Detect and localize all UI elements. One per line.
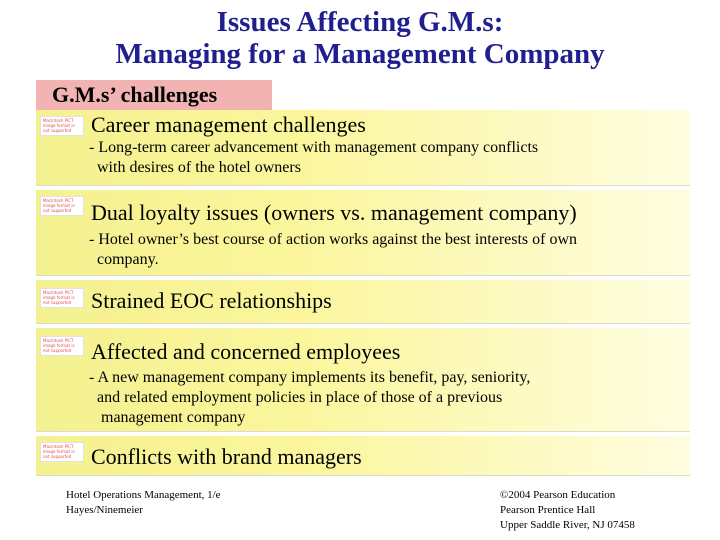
- detail-line: and related employment policies in place…: [89, 389, 503, 406]
- challenge-card-brand: Macintosh PICT image format is not suppo…: [36, 436, 690, 476]
- detail-line: - Long-term career advancement with mana…: [89, 139, 539, 156]
- footer-publisher: Pearson Prentice Hall: [500, 504, 596, 516]
- detail-line: with desires of the hotel owners: [89, 159, 301, 176]
- unsupported-image-icon: Macintosh PICT image format is not suppo…: [40, 288, 84, 308]
- challenge-heading: Strained EOC relationships: [91, 288, 332, 313]
- footer-copyright-line: ©2004 Pearson Education: [500, 489, 616, 501]
- footer-address: Upper Saddle River, NJ 07458: [500, 519, 635, 531]
- challenge-heading: Affected and concerned employees: [91, 339, 401, 364]
- detail-line: - Hotel owner’s best course of action wo…: [89, 231, 578, 248]
- footer-citation: Hotel Operations Management, 1/e Hayes/N…: [66, 488, 221, 518]
- challenge-card-career: Macintosh PICT image format is not suppo…: [36, 110, 690, 186]
- challenge-detail: - Long-term career advancement with mana…: [89, 138, 679, 178]
- section-tag: G.M.s’ challenges: [36, 80, 272, 110]
- challenge-detail: - A new management company implements it…: [89, 368, 679, 428]
- footer-authors: Hayes/Ninemeier: [66, 504, 143, 516]
- slide-title-line-1: Issues Affecting G.M.s:: [216, 6, 504, 38]
- unsupported-image-icon: Macintosh PICT image format is not suppo…: [40, 196, 84, 216]
- footer-book-title: Hotel Operations Management, 1/e: [66, 489, 221, 501]
- detail-line: management company: [89, 409, 246, 426]
- unsupported-image-icon: Macintosh PICT image format is not suppo…: [40, 336, 84, 356]
- challenge-card-dual-loyalty: Macintosh PICT image format is not suppo…: [36, 190, 690, 276]
- challenge-card-employees: Macintosh PICT image format is not suppo…: [36, 328, 690, 432]
- unsupported-image-icon: Macintosh PICT image format is not suppo…: [40, 116, 84, 136]
- slide-title-line-2: Managing for a Management Company: [115, 38, 605, 70]
- challenge-heading: Conflicts with brand managers: [91, 444, 362, 469]
- challenge-heading: Dual loyalty issues (owners vs. manageme…: [91, 200, 577, 225]
- unsupported-image-icon: Macintosh PICT image format is not suppo…: [40, 442, 84, 462]
- footer-copyright: ©2004 Pearson Education Pearson Prentice…: [500, 488, 635, 533]
- detail-line: company.: [89, 251, 159, 268]
- challenge-detail: - Hotel owner’s best course of action wo…: [89, 230, 679, 270]
- challenge-card-eoc: Macintosh PICT image format is not suppo…: [36, 280, 690, 324]
- challenge-heading: Career management challenges: [91, 112, 366, 137]
- detail-line: - A new management company implements it…: [89, 369, 531, 386]
